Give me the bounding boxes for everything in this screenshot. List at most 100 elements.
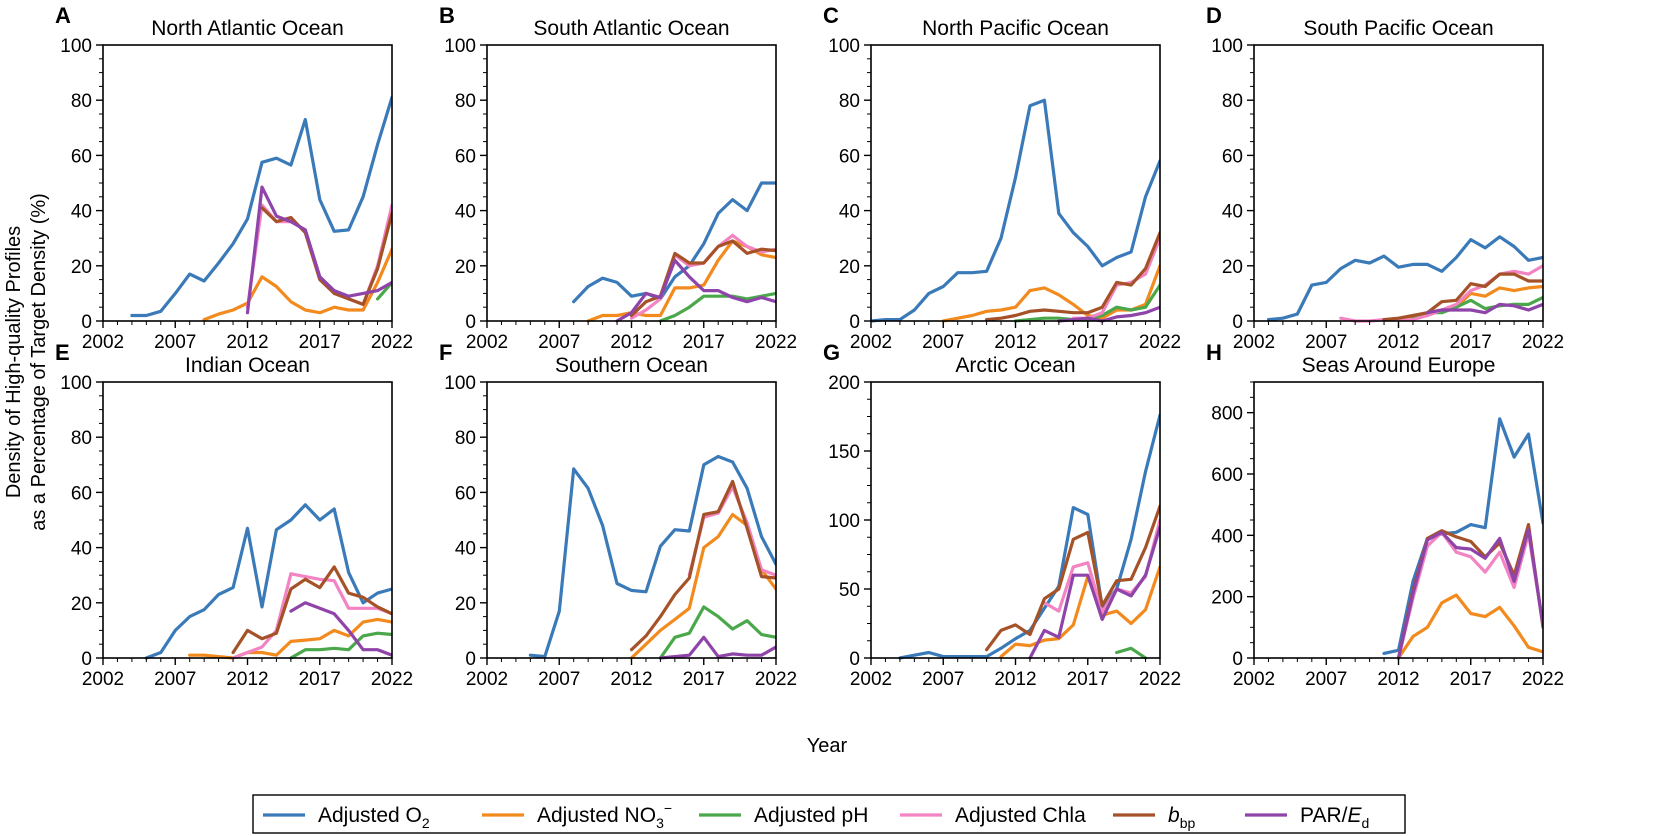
panel-title-c: North Pacific Ocean: [922, 17, 1109, 40]
y-tick-label: 150: [828, 442, 860, 463]
series-line-no3-e: [188, 617, 392, 660]
x-tick-label: 2022: [371, 332, 413, 353]
x-tick-label: 2022: [1139, 332, 1181, 353]
y-tick-label: 0: [1232, 312, 1243, 333]
series-line-no3-a: [202, 247, 392, 322]
legend-label-par: PAR/Ed: [1300, 804, 1369, 831]
x-tick-label: 2022: [755, 332, 797, 353]
x-tick-label: 2007: [538, 332, 580, 353]
y-tick-label: 60: [455, 146, 476, 167]
series-line-par-e: [289, 601, 392, 657]
y-tick-label: 80: [455, 428, 476, 449]
y-tick-label: 100: [1211, 36, 1243, 57]
y-tick-label: 800: [1211, 404, 1243, 425]
axes-frame-b: [486, 44, 777, 322]
series-line-no3-h: [1396, 593, 1543, 660]
x-tick-label: 2007: [154, 669, 196, 690]
legend-entry-par: PAR/Ed: [1245, 804, 1369, 831]
x-tick-label: 2017: [683, 332, 725, 353]
series-line-par-b: [615, 258, 776, 323]
panel-b: 2002 2007 2012 2017 2022 0 20 40 60 80 100 South At…: [439, 3, 797, 353]
legend-label-ph: Adjusted pH: [754, 804, 868, 827]
x-tick-label: 2022: [371, 669, 413, 690]
axes-frame-g: [870, 381, 1161, 659]
axes-frame-d: [1253, 44, 1544, 322]
legend-entry-o2: Adjusted O2: [263, 804, 430, 831]
series-line-ph-e: [289, 631, 392, 660]
panel-title-d: South Pacific Ocean: [1303, 17, 1493, 40]
legend-label-bbp: bbp: [1168, 804, 1195, 831]
y-tick-label: 100: [444, 373, 476, 394]
x-axis-title: Year: [807, 735, 848, 757]
y-tick-label: 40: [71, 202, 92, 223]
series-line-bbp-c: [984, 231, 1160, 322]
y-tick-label: 100: [444, 36, 476, 57]
series-line-chla-f: [687, 485, 776, 577]
y-tick-label: 60: [71, 483, 92, 504]
chart-panels: 2002 2007 2012 2017 2022 0 20 40 60 80 100 North At…: [55, 3, 1564, 690]
series-line-par-d: [1425, 302, 1543, 315]
x-tick-label: 2007: [154, 332, 196, 353]
y-tick-label: 60: [839, 146, 860, 167]
series-line-no3-c: [941, 264, 1160, 323]
y-tick-label: 100: [828, 511, 860, 532]
y-tick-label: 0: [1232, 649, 1243, 670]
x-tick-label: 2012: [1377, 669, 1419, 690]
series-line-bbp-f: [629, 479, 776, 652]
panel-title-h: Seas Around Europe: [1302, 354, 1496, 377]
y-tick-label: 100: [60, 36, 92, 57]
panel-e: 2002 2007 2012 2017 2022 0 20 40 60 80 100 Indian O…: [55, 340, 413, 690]
x-tick-label: 2012: [226, 669, 268, 690]
x-tick-label: 2017: [683, 669, 725, 690]
x-tick-label: 2022: [1522, 332, 1564, 353]
y-tick-label: 80: [71, 428, 92, 449]
series-line-o2-g: [898, 413, 1160, 660]
series-line-no3-g: [999, 565, 1160, 659]
y-tick-label: 20: [1222, 257, 1243, 278]
series-line-o2-h: [1382, 417, 1543, 656]
x-tick-label: 2017: [299, 332, 341, 353]
series-line-o2-f: [528, 454, 776, 659]
x-tick-label: 2002: [1233, 669, 1275, 690]
series-line-par-f: [658, 635, 776, 660]
y-tick-label: 200: [828, 373, 860, 394]
series-line-ph-g: [1115, 646, 1148, 660]
panel-h: 2002 2007 2012 2017 2022 0 200 400 600 800 Seas Ar…: [1206, 340, 1564, 690]
y-tick-label: 80: [1222, 91, 1243, 112]
series-line-o2-a: [130, 95, 392, 318]
x-tick-label: 2002: [82, 332, 124, 353]
x-tick-label: 2002: [850, 669, 892, 690]
panel-g: 2002 2007 2012 2017 2022 0 50 100 150 200 Arctic O…: [823, 340, 1181, 690]
series-line-o2-c: [871, 98, 1160, 323]
x-tick-label: 2022: [1522, 669, 1564, 690]
x-tick-label: 2017: [1067, 669, 1109, 690]
y-tick-label: 40: [1222, 202, 1243, 223]
y-tick-label: 60: [71, 146, 92, 167]
y-tick-label: 20: [71, 257, 92, 278]
y-tick-label: 50: [839, 580, 860, 601]
panel-c: 2002 2007 2012 2017 2022 0 20 40 60 80 100 North Pa…: [823, 3, 1181, 353]
y-tick-label: 0: [81, 649, 92, 670]
x-tick-label: 2012: [994, 669, 1036, 690]
y-tick-label: 200: [1211, 588, 1243, 609]
series-line-chla-e: [231, 572, 392, 660]
y-tick-label: 40: [71, 539, 92, 560]
y-tick-label: 400: [1211, 526, 1243, 547]
x-tick-label: 2017: [1450, 332, 1492, 353]
y-tick-label: 40: [455, 539, 476, 560]
panel-title-g: Arctic Ocean: [955, 354, 1075, 377]
series-line-chla-b: [629, 233, 776, 320]
y-tick-label: 20: [455, 594, 476, 615]
series-line-par-a: [245, 185, 392, 315]
x-tick-label: 2002: [850, 332, 892, 353]
legend-entry-chla: Adjusted Chla: [900, 804, 1086, 827]
x-tick-label: 2017: [1450, 669, 1492, 690]
panel-letter-h: H: [1206, 340, 1222, 365]
x-tick-label: 2007: [538, 669, 580, 690]
panel-letter-c: C: [823, 3, 839, 28]
y-tick-label: 40: [839, 202, 860, 223]
legend: Adjusted O2 Adjusted NO3− Adjusted pH Adjus…: [252, 794, 1406, 834]
y-tick-label: 0: [81, 312, 92, 333]
series-line-ph-f: [658, 605, 776, 660]
